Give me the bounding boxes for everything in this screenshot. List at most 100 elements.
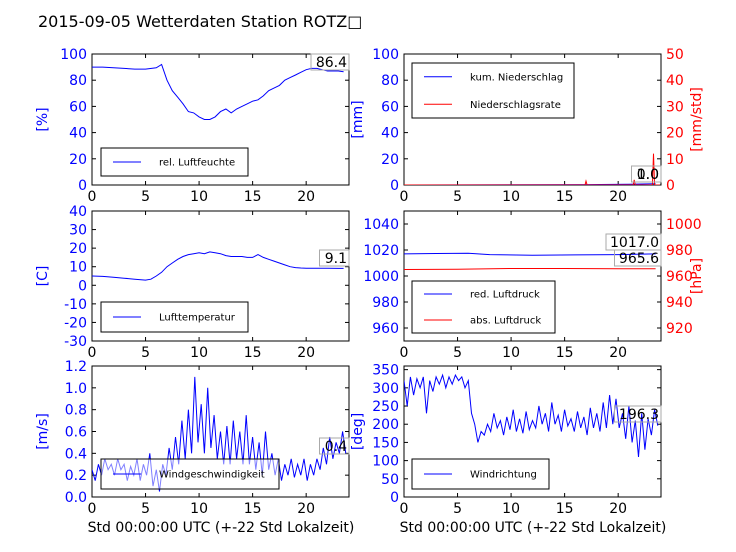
x-tick-label-temperature: 10 [190, 345, 208, 361]
x-tick-label-pressure: 5 [453, 345, 462, 361]
series-line-wind_direction-0 [404, 373, 659, 458]
y-tick-label-wind_speed: 1.2 [65, 359, 87, 375]
y2-tick-label-pressure: 1000 [666, 217, 702, 233]
y-tick-label-precipitation: 0 [390, 178, 399, 194]
x-tick-label-pressure: 10 [502, 345, 520, 361]
y-tick-label-wind_speed: 0.2 [65, 468, 87, 484]
y-tick-label-precipitation: 100 [372, 47, 399, 63]
legend-box-pressure [411, 280, 556, 334]
y2-tick-label-precipitation: 30 [666, 99, 684, 115]
y2-tick-label-pressure: 940 [666, 295, 693, 311]
y-tick-label-precipitation: 20 [381, 152, 399, 168]
value-annotation-wind_speed-0: 0.4 [325, 439, 347, 455]
y-tick-label-temperature: 0 [78, 278, 87, 294]
legend-label-precipitation-1: Niederschlagsrate [470, 100, 561, 111]
y-axis-label-wind_speed: [m/s] [35, 413, 51, 450]
y2-axis-label-pressure: [hPa] [689, 258, 705, 294]
y-tick-label-temperature: 30 [69, 223, 87, 239]
y-axis-label-precipitation: [mm] [350, 100, 366, 138]
y-tick-label-pressure: 980 [372, 295, 399, 311]
legend-label-precipitation-0: kum. Niederschlag [470, 72, 563, 83]
panel-wind_speed: 0 5 10 15 20 0.0 0.2 0.4 0.6 0.8 1.0 1.2 [m/s] 0.4 Win… [35, 359, 350, 517]
y-axis-label-humidity: [%] [35, 107, 51, 131]
y-tick-label-precipitation: 40 [381, 126, 399, 142]
x-tick-label-wind_speed: 15 [244, 501, 262, 517]
y-tick-label-wind_direction: 100 [372, 454, 399, 470]
series-line-pressure-1 [404, 268, 656, 270]
y-tick-label-precipitation: 60 [381, 99, 399, 115]
value-annotation-box-temperature-0 [319, 249, 350, 267]
x-tick-label-humidity: 20 [297, 189, 315, 205]
y-tick-label-wind_speed: 0.4 [65, 446, 87, 462]
value-annotation-box-wind_speed-0 [319, 437, 350, 455]
x-tick-label-precipitation: 5 [453, 189, 462, 205]
legend-box-precipitation [411, 62, 575, 119]
y-tick-label-wind_speed: 0.0 [65, 490, 87, 506]
y-tick-label-wind_speed: 0.6 [65, 425, 87, 441]
legend-label-pressure-0: red. Luftdruck [470, 290, 540, 301]
value-annotation-temperature-0: 9.1 [325, 251, 347, 267]
panel-pressure: 0 5 10 15 20 960 980 1000 1020 1040 920 940 960 980 10… [363, 210, 705, 361]
x-tick-label-temperature: 15 [244, 345, 262, 361]
y2-tick-label-pressure: 920 [666, 321, 693, 337]
y-tick-label-humidity: 80 [69, 73, 87, 89]
y-tick-label-pressure: 1020 [363, 243, 399, 259]
x-tick-label-wind_direction: 10 [502, 501, 520, 517]
legend-label-wind_speed-0: Windgeschwindigkeit [159, 470, 265, 481]
y-tick-label-wind_direction: 300 [372, 381, 399, 397]
y2-tick-label-precipitation: 0 [666, 178, 675, 194]
y2-tick-label-precipitation: 20 [666, 126, 684, 142]
y-tick-label-wind_direction: 150 [372, 435, 399, 451]
value-annotation-box-precipitation-1 [631, 165, 662, 183]
x-tick-label-pressure: 20 [609, 345, 627, 361]
panel-precipitation: 0 5 10 15 20 0 20 40 60 80 100 0 10 20 30 40 50 [mm/std] [… [350, 47, 705, 205]
y-tick-label-wind_direction: 200 [372, 417, 399, 433]
x-tick-label-wind_speed: 20 [297, 501, 315, 517]
y-axis-label-wind_direction: [deg] [350, 413, 366, 450]
value-annotation-pressure-1: 965.6 [619, 251, 659, 267]
y-tick-label-wind_direction: 250 [372, 399, 399, 415]
plot-frame-humidity [91, 53, 350, 186]
y2-tick-label-precipitation: 40 [666, 73, 684, 89]
legend-label-pressure-1: abs. Luftdruck [470, 316, 541, 327]
panel-temperature: 0 5 10 15 20 -30 -20 -10 0 10 20 30 40 [C] 9.1 Lufttemp… [35, 204, 350, 361]
y-tick-label-pressure: 1000 [363, 269, 399, 285]
x-tick-label-pressure: 15 [556, 345, 574, 361]
x-tick-label-wind_speed: 10 [190, 501, 208, 517]
y2-tick-label-precipitation: 50 [666, 47, 684, 63]
y-tick-label-wind_direction: 50 [381, 472, 399, 488]
x-tick-label-precipitation: 10 [502, 189, 520, 205]
x-tick-label-precipitation: 20 [609, 189, 627, 205]
y-tick-label-humidity: 20 [69, 152, 87, 168]
series-line-humidity-0 [92, 63, 344, 120]
x-tick-label-temperature: 20 [297, 345, 315, 361]
y2-tick-label-pressure: 980 [666, 243, 693, 259]
x-tick-label-wind_speed: 0 [88, 501, 97, 517]
x-tick-label-temperature: 5 [141, 345, 150, 361]
legend-label-wind_direction-0: Windrichtung [470, 470, 537, 481]
plot-frame-wind_direction [403, 365, 662, 498]
x-tick-label-wind_direction: 20 [609, 501, 627, 517]
value-annotation-box-wind_direction-0 [614, 405, 662, 423]
y-tick-label-humidity: 100 [60, 47, 87, 63]
x-tick-label-precipitation: 0 [400, 189, 409, 205]
y-tick-label-humidity: 60 [69, 99, 87, 115]
y-tick-label-pressure: 1040 [363, 217, 399, 233]
x-axis-label-left: Std 00:00:00 UTC (+-22 Std Lokalzeit) [88, 520, 355, 536]
y-tick-label-wind_speed: 1.0 [65, 381, 87, 397]
figure-title: 2015-09-05 Wetterdaten Station ROTZ□ [38, 12, 362, 31]
y2-tick-label-pressure: 960 [666, 269, 693, 285]
value-annotation-box-humidity-0 [310, 53, 350, 71]
y-tick-label-pressure: 960 [372, 321, 399, 337]
y2-axis-label-precipitation: [mm/std] [689, 87, 705, 152]
y-tick-label-humidity: 40 [69, 126, 87, 142]
y-tick-label-wind_direction: 0 [390, 490, 399, 506]
legend-label-temperature-0: Lufttemperatur [159, 313, 236, 324]
x-axis-label-right: Std 00:00:00 UTC (+-22 Std Lokalzeit) [400, 520, 667, 536]
series-line-precipitation-1 [404, 153, 660, 185]
y2-tick-label-precipitation: 10 [666, 152, 684, 168]
x-tick-label-precipitation: 15 [556, 189, 574, 205]
value-annotation-wind_direction-0: 196.3 [619, 407, 659, 423]
